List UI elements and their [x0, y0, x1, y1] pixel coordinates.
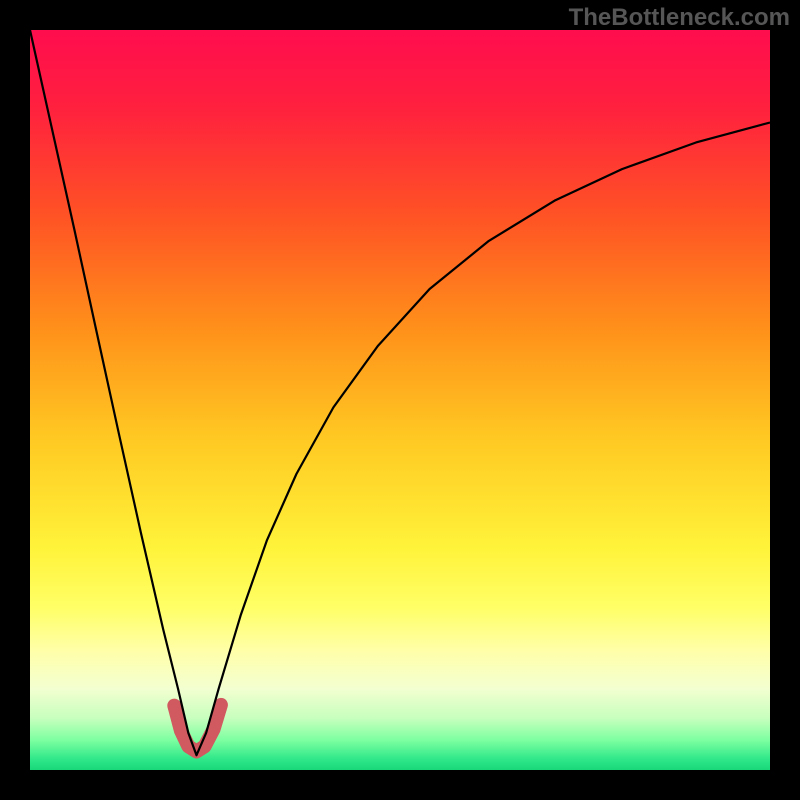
plot-area: [30, 30, 770, 770]
gradient-background: [30, 30, 770, 770]
bottleneck-curve-chart: [30, 30, 770, 770]
chart-frame: TheBottleneck.com: [0, 0, 800, 800]
watermark-text: TheBottleneck.com: [569, 4, 790, 32]
